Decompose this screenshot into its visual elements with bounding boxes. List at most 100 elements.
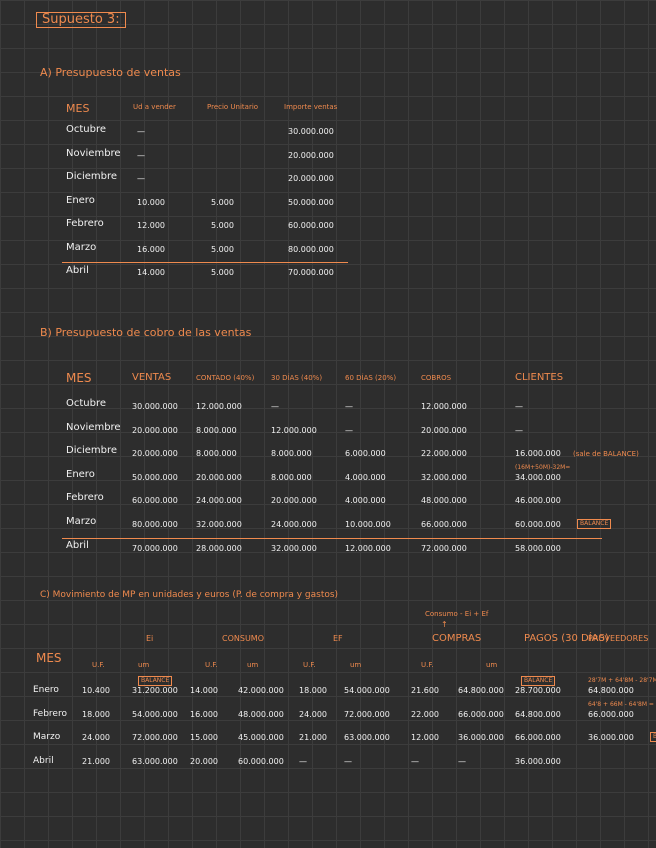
cell: 22.000 [411, 709, 439, 719]
row-label: Enero [66, 468, 95, 480]
cell: 66.000.000 [421, 520, 467, 529]
cell: 8.000.000 [196, 449, 237, 459]
cell: 36.000.000 [458, 733, 504, 742]
row-label: Enero [33, 685, 59, 695]
cell: 14.000 [190, 686, 218, 695]
cell: — [345, 402, 353, 411]
section-title: C) Movimiento de MP en unidades y euros … [40, 590, 339, 600]
cell: 24.000.000 [271, 520, 317, 529]
row-label: Marzo [66, 241, 97, 253]
cell: — [299, 756, 307, 766]
cell: 60.000.000 [238, 756, 284, 766]
cell: 64.800.000 [588, 686, 634, 695]
cell: 72.000.000 [421, 543, 467, 553]
cell: 12.000.000 [196, 402, 242, 411]
cell: 8.000.000 [271, 449, 312, 459]
cell: 21.600 [411, 686, 439, 695]
column-header: 60 DÍAS (20%) [345, 374, 397, 382]
group-header: Ei [146, 634, 154, 643]
column-header: CLIENTES [515, 372, 564, 383]
cell: 20.000.000 [196, 472, 242, 482]
column-header: 30 DÍAS (40%) [271, 374, 323, 382]
cell: 32.000.000 [271, 543, 317, 553]
cell-note: (sale de BALANCE) [573, 450, 639, 459]
cell: 50.000.000 [288, 197, 334, 207]
cell: 16.000.000 [515, 449, 561, 459]
formula-note: Consumo - Ei + Ef [425, 610, 489, 618]
cell: 24.000 [82, 733, 110, 742]
cell: 5.000 [211, 268, 234, 277]
balance-tag: BALANCE [521, 676, 556, 686]
row-label: Febrero [66, 492, 104, 504]
cell: 4.000.000 [345, 472, 386, 482]
cell: 14.000 [137, 268, 165, 277]
cell: 64.800.000 [515, 709, 561, 719]
cell: 12.000.000 [271, 425, 317, 435]
column-header: CONTADO (40%) [196, 374, 255, 382]
rule [62, 538, 602, 539]
cell: 72.000.000 [344, 709, 390, 719]
cell: 5.000 [211, 221, 234, 230]
cell: 54.000.000 [344, 686, 390, 695]
cell: 54.000.000 [132, 709, 178, 719]
cell: 20.000.000 [271, 496, 317, 506]
row-label: Noviembre [66, 421, 121, 433]
cell: — [345, 425, 353, 435]
sub-header: um [138, 661, 150, 669]
row-label: Febrero [33, 708, 67, 719]
cell: 12.000 [411, 733, 439, 742]
row-label: Febrero [66, 218, 104, 229]
cell: 10.400 [82, 686, 110, 695]
cell: 21.000 [299, 733, 327, 742]
cell: 18.000 [299, 686, 327, 695]
cell: 10.000.000 [345, 520, 391, 529]
cell: 36.000.000 [588, 733, 634, 742]
balance-tag: BALANCE [577, 519, 612, 529]
cell: 46.000.000 [515, 496, 561, 506]
cell: 48.000.000 [238, 709, 284, 719]
cell: 20.000 [190, 756, 218, 766]
cell: — [271, 402, 279, 411]
cell: — [515, 402, 523, 411]
cell: 60.000.000 [515, 520, 561, 529]
column-header: Precio Unitario [207, 103, 259, 111]
column-header: MES [66, 371, 92, 385]
cell: 45.000.000 [238, 733, 284, 742]
cell: 32.000.000 [421, 472, 467, 482]
cell: 5.000 [211, 197, 234, 207]
cell-note: 28'7M + 64'8M - 28'7M = [588, 677, 656, 684]
cell: 72.000.000 [132, 733, 178, 742]
cell: 8.000.000 [196, 425, 237, 435]
cell: 36.000.000 [515, 756, 561, 766]
group-header: COMPRAS [432, 633, 482, 644]
cell-note: (16M+50M)-32M= [515, 463, 571, 471]
sub-header: um [247, 661, 259, 669]
cell: 6.000.000 [345, 449, 386, 459]
cell: — [137, 127, 145, 136]
cell: 24.000.000 [196, 496, 242, 506]
cell: 30.000.000 [288, 127, 334, 136]
cell: 42.000.000 [238, 686, 284, 695]
cell: 12.000.000 [421, 402, 467, 411]
cell: 58.000.000 [515, 543, 561, 553]
column-header: VENTAS [132, 372, 172, 383]
page-title: Supuesto 3: [36, 12, 126, 28]
group-header: CONSUMO [222, 634, 264, 643]
cell: 16.000 [190, 709, 218, 719]
sub-header: um [486, 661, 498, 669]
cell: 8.000.000 [271, 472, 312, 482]
sub-header: U.F. [205, 661, 218, 669]
cell: — [137, 174, 145, 183]
column-header: Importe ventas [284, 103, 338, 111]
cell: 50.000.000 [132, 472, 178, 482]
column-header: COBROS [421, 374, 452, 382]
group-header: PAGOS (30 DÍAS) [524, 633, 609, 644]
cell: 20.000.000 [288, 150, 334, 160]
cell: 70.000.000 [132, 543, 178, 553]
cell: — [458, 756, 466, 766]
row-label: Abril [66, 265, 89, 276]
cell: — [411, 756, 419, 766]
cell: 15.000 [190, 733, 218, 742]
cell: 20.000.000 [288, 174, 334, 183]
